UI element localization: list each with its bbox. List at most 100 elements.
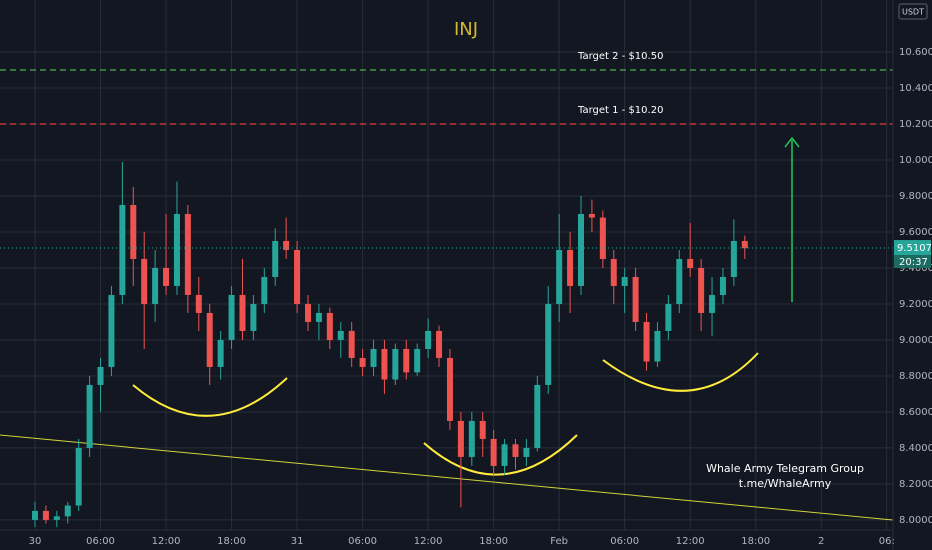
candle-body [130,204,137,259]
candle-body [446,357,453,421]
candle-body [741,240,748,249]
candle-body [64,505,71,517]
candle-body [305,303,311,322]
candle-body [588,213,595,218]
candle-body [381,348,388,380]
candle-body [141,258,148,304]
target-label: Target 1 - $10.20 [577,105,663,116]
candle-body [621,276,628,286]
y-tick-label: 8.0000 [899,515,932,526]
x-tick-label: 30 [29,536,42,547]
x-tick-label: 06:00 [86,536,115,547]
candle-body [348,330,355,358]
candle-body [719,276,726,295]
candle-body [250,303,257,331]
y-tick-label: 9.8000 [899,191,932,202]
candle-body [272,240,279,277]
currency-box[interactable] [898,3,928,20]
watermark: t.me/WhaleArmy [739,477,832,490]
chart-title: INJ [454,19,478,40]
y-tick-label: 8.8000 [899,371,932,382]
candle-body [512,444,519,457]
candle-body [32,510,38,520]
candle-body [315,312,322,322]
candle-body [643,321,650,362]
candle-body [665,303,672,331]
candle-body [337,330,344,340]
candle-body [414,348,421,373]
candle-body [730,240,737,277]
x-tick-label: 06:00 [348,536,377,547]
candle-body [676,258,683,304]
candle-body [326,312,333,340]
candle-body [206,312,213,367]
x-tick-label: 31 [291,536,304,547]
candle-body [283,240,290,250]
candle-body [392,348,399,380]
candle-body [556,249,563,304]
candle-body [709,294,716,313]
y-tick-label: 10.6000 [899,47,932,58]
y-tick-label: 10.0000 [899,155,932,166]
y-tick-label: 8.2000 [899,479,932,490]
candle-body [119,204,126,295]
candle-body [184,213,191,295]
watermark: Whale Army Telegram Group [706,462,864,475]
y-tick-label: 10.4000 [899,83,932,94]
candle-body [545,303,552,385]
candle-body [698,267,705,313]
shoulder-curve [602,352,759,392]
candle-body [687,258,694,268]
candle-body [152,267,159,304]
candle-body [108,294,115,367]
x-tick-label: 18:00 [741,536,770,547]
candle-body [86,384,93,448]
y-tick-label: 8.6000 [899,407,932,418]
last-price: 9.5107 [897,243,932,254]
candle-body [53,516,60,520]
countdown: 20:37 [899,257,928,268]
candle-body [578,213,584,286]
candle-body [490,438,497,466]
countdown-box [894,255,931,269]
candle-body [599,217,606,259]
head-curve [423,434,578,476]
trend-line [0,434,893,521]
candle-body [523,447,530,457]
arrow-head [784,136,800,148]
target-label: Target 2 - $10.50 [577,51,663,62]
candle-body [610,258,617,286]
candle-body [217,339,224,367]
candle-body [457,420,464,457]
candle-body [370,348,377,367]
candle-body [468,420,475,457]
candle-body [425,330,432,349]
candle-body [97,366,104,385]
x-tick-label: 2 [818,536,824,547]
candle-body [261,276,268,304]
x-tick-label: Feb [550,536,568,547]
y-tick-label: 9.2000 [899,299,932,310]
candle-body [403,348,410,373]
candle-body [632,276,639,322]
y-tick-label: 9.6000 [899,227,932,238]
shoulder-curve [132,377,288,417]
candle-body [436,330,443,358]
candles [0,161,893,528]
x-tick-label: 12:00 [414,536,443,547]
x-tick-label: 06: [879,536,895,547]
y-tick-label: 9.4000 [899,263,932,274]
x-tick-label: 18:00 [479,536,508,547]
candle-body [359,357,366,367]
candle-body [239,294,246,331]
y-tick-label: 10.2000 [899,119,932,130]
currency[interactable]: USDT [902,8,924,17]
grid [0,0,893,530]
y-tick-label: 8.4000 [899,443,932,454]
candle-body [163,267,170,286]
candle-body [195,294,202,313]
candle-body [479,420,486,439]
x-tick-label: 12:00 [676,536,705,547]
price-box [894,240,931,256]
